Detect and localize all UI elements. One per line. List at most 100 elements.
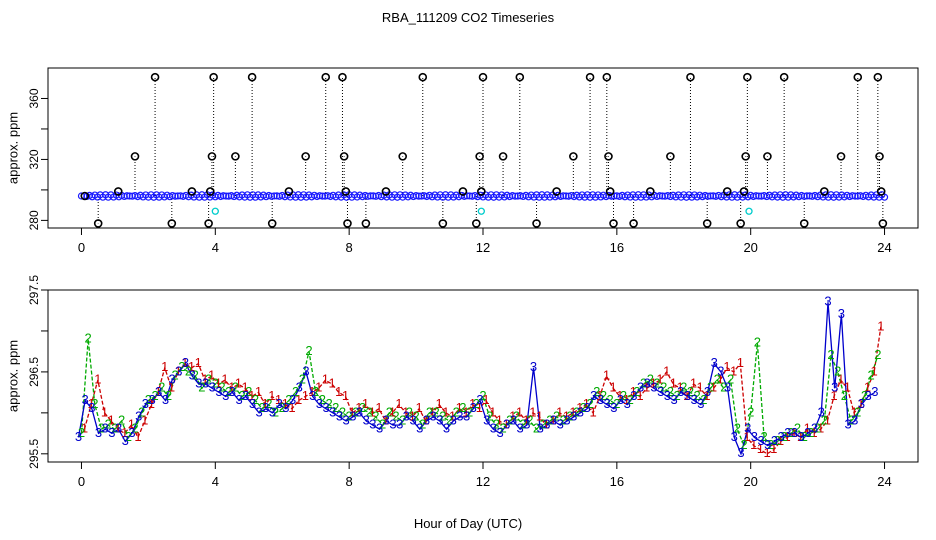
series-marker-3: 3 bbox=[349, 408, 356, 423]
outlier-point bbox=[646, 187, 655, 196]
series-marker-2: 2 bbox=[586, 396, 593, 411]
outlier-point bbox=[381, 187, 391, 196]
series-marker-3: 3 bbox=[838, 306, 845, 321]
series-marker-2: 2 bbox=[580, 400, 587, 415]
series-marker-2: 2 bbox=[834, 363, 841, 378]
series-marker-3: 3 bbox=[537, 421, 544, 436]
series-marker-2: 2 bbox=[874, 347, 881, 362]
series-marker-2: 2 bbox=[814, 421, 821, 436]
series-marker-1: 1 bbox=[650, 376, 657, 391]
series-marker-1: 1 bbox=[516, 404, 523, 419]
series-marker-2: 2 bbox=[841, 388, 848, 403]
series-line-2 bbox=[80, 339, 879, 448]
outlier-point bbox=[763, 152, 772, 161]
series-marker-3: 3 bbox=[664, 388, 671, 403]
series-marker-2: 2 bbox=[620, 388, 627, 403]
series-marker-3: 3 bbox=[751, 429, 758, 444]
series-marker-2: 2 bbox=[694, 388, 701, 403]
series-marker-2: 2 bbox=[332, 400, 339, 415]
series-marker-2: 2 bbox=[165, 388, 172, 403]
series-marker-1: 1 bbox=[476, 400, 483, 415]
series-marker-1: 1 bbox=[804, 421, 811, 436]
series-marker-3: 3 bbox=[423, 412, 430, 427]
series-marker-3: 3 bbox=[182, 355, 189, 370]
outlier-point bbox=[475, 152, 484, 161]
series-marker-1: 1 bbox=[322, 372, 329, 387]
baseline-point bbox=[176, 192, 185, 200]
series-marker-3: 3 bbox=[731, 429, 738, 444]
series-marker-3: 3 bbox=[450, 412, 457, 427]
series-marker-2: 2 bbox=[807, 425, 814, 440]
series-marker-2: 2 bbox=[285, 392, 292, 407]
series-marker-3: 3 bbox=[604, 396, 611, 411]
series-marker-2: 2 bbox=[85, 331, 92, 346]
series-marker-1: 1 bbox=[456, 400, 463, 415]
series-marker-2: 2 bbox=[433, 404, 440, 419]
series-marker-1: 1 bbox=[489, 404, 496, 419]
series-marker-1: 1 bbox=[663, 363, 670, 378]
series-marker-3: 3 bbox=[235, 392, 242, 407]
series-marker-3: 3 bbox=[229, 384, 236, 399]
series-marker-1: 1 bbox=[810, 425, 817, 440]
series-marker-2: 2 bbox=[185, 363, 192, 378]
baseline-point bbox=[851, 192, 859, 200]
outlier-point bbox=[130, 152, 140, 161]
baseline-point bbox=[508, 192, 517, 200]
series-marker-3: 3 bbox=[764, 437, 771, 452]
series-marker-2: 2 bbox=[312, 384, 319, 399]
outlier-point bbox=[515, 72, 525, 82]
outlier-point bbox=[478, 72, 488, 82]
outlier-point bbox=[722, 187, 732, 196]
series-marker-2: 2 bbox=[419, 417, 426, 432]
outlier-point bbox=[743, 72, 752, 82]
outlier-point bbox=[605, 187, 615, 196]
baseline-point bbox=[171, 192, 179, 200]
series-marker-3: 3 bbox=[517, 421, 524, 436]
outlier-point bbox=[204, 219, 213, 228]
series-marker-2: 2 bbox=[513, 408, 520, 423]
series-marker-1: 1 bbox=[543, 417, 550, 432]
series-marker-1: 1 bbox=[402, 404, 409, 419]
baseline-point bbox=[267, 192, 276, 200]
series-marker-1: 1 bbox=[529, 404, 536, 419]
y-axis-label: approx. ppm bbox=[5, 112, 20, 184]
baseline-point bbox=[848, 192, 857, 200]
series-marker-3: 3 bbox=[543, 417, 550, 432]
baseline-point bbox=[562, 192, 570, 200]
series-marker-2: 2 bbox=[660, 380, 667, 395]
series-marker-2: 2 bbox=[787, 425, 794, 440]
series-marker-3: 3 bbox=[222, 388, 229, 403]
series-marker-3: 3 bbox=[704, 384, 711, 399]
series-marker-2: 2 bbox=[198, 380, 205, 395]
series-marker-1: 1 bbox=[94, 372, 101, 387]
series-marker-3: 3 bbox=[209, 380, 216, 395]
series-marker-2: 2 bbox=[205, 372, 212, 387]
series-marker-1: 1 bbox=[188, 359, 195, 374]
outlier-point bbox=[301, 152, 310, 161]
x-tick-label: 0 bbox=[78, 240, 85, 255]
series-line-3 bbox=[77, 302, 876, 456]
series-marker-3: 3 bbox=[356, 404, 363, 419]
series-marker-1: 1 bbox=[241, 380, 248, 395]
x-tick-label: 16 bbox=[610, 474, 624, 489]
baseline-point bbox=[656, 192, 664, 200]
series-marker-3: 3 bbox=[369, 417, 376, 432]
series-marker-3: 3 bbox=[276, 396, 283, 411]
series-marker-1: 1 bbox=[395, 396, 402, 411]
series-marker-3: 3 bbox=[644, 376, 651, 391]
series-marker-1: 1 bbox=[275, 392, 282, 407]
series-line-1 bbox=[83, 326, 882, 455]
series-marker-1: 1 bbox=[415, 400, 422, 415]
series-marker-1: 1 bbox=[134, 429, 141, 444]
series-marker-3: 3 bbox=[195, 376, 202, 391]
series-marker-1: 1 bbox=[114, 421, 121, 436]
series-marker-1: 1 bbox=[382, 412, 389, 427]
series-marker-2: 2 bbox=[499, 421, 506, 436]
series-marker-3: 3 bbox=[148, 392, 155, 407]
series-marker-3: 3 bbox=[563, 412, 570, 427]
series-marker-1: 1 bbox=[502, 417, 509, 432]
baseline-point bbox=[364, 192, 372, 200]
series-marker-3: 3 bbox=[824, 294, 831, 309]
series-marker-1: 1 bbox=[784, 429, 791, 444]
series-marker-2: 2 bbox=[325, 396, 332, 411]
